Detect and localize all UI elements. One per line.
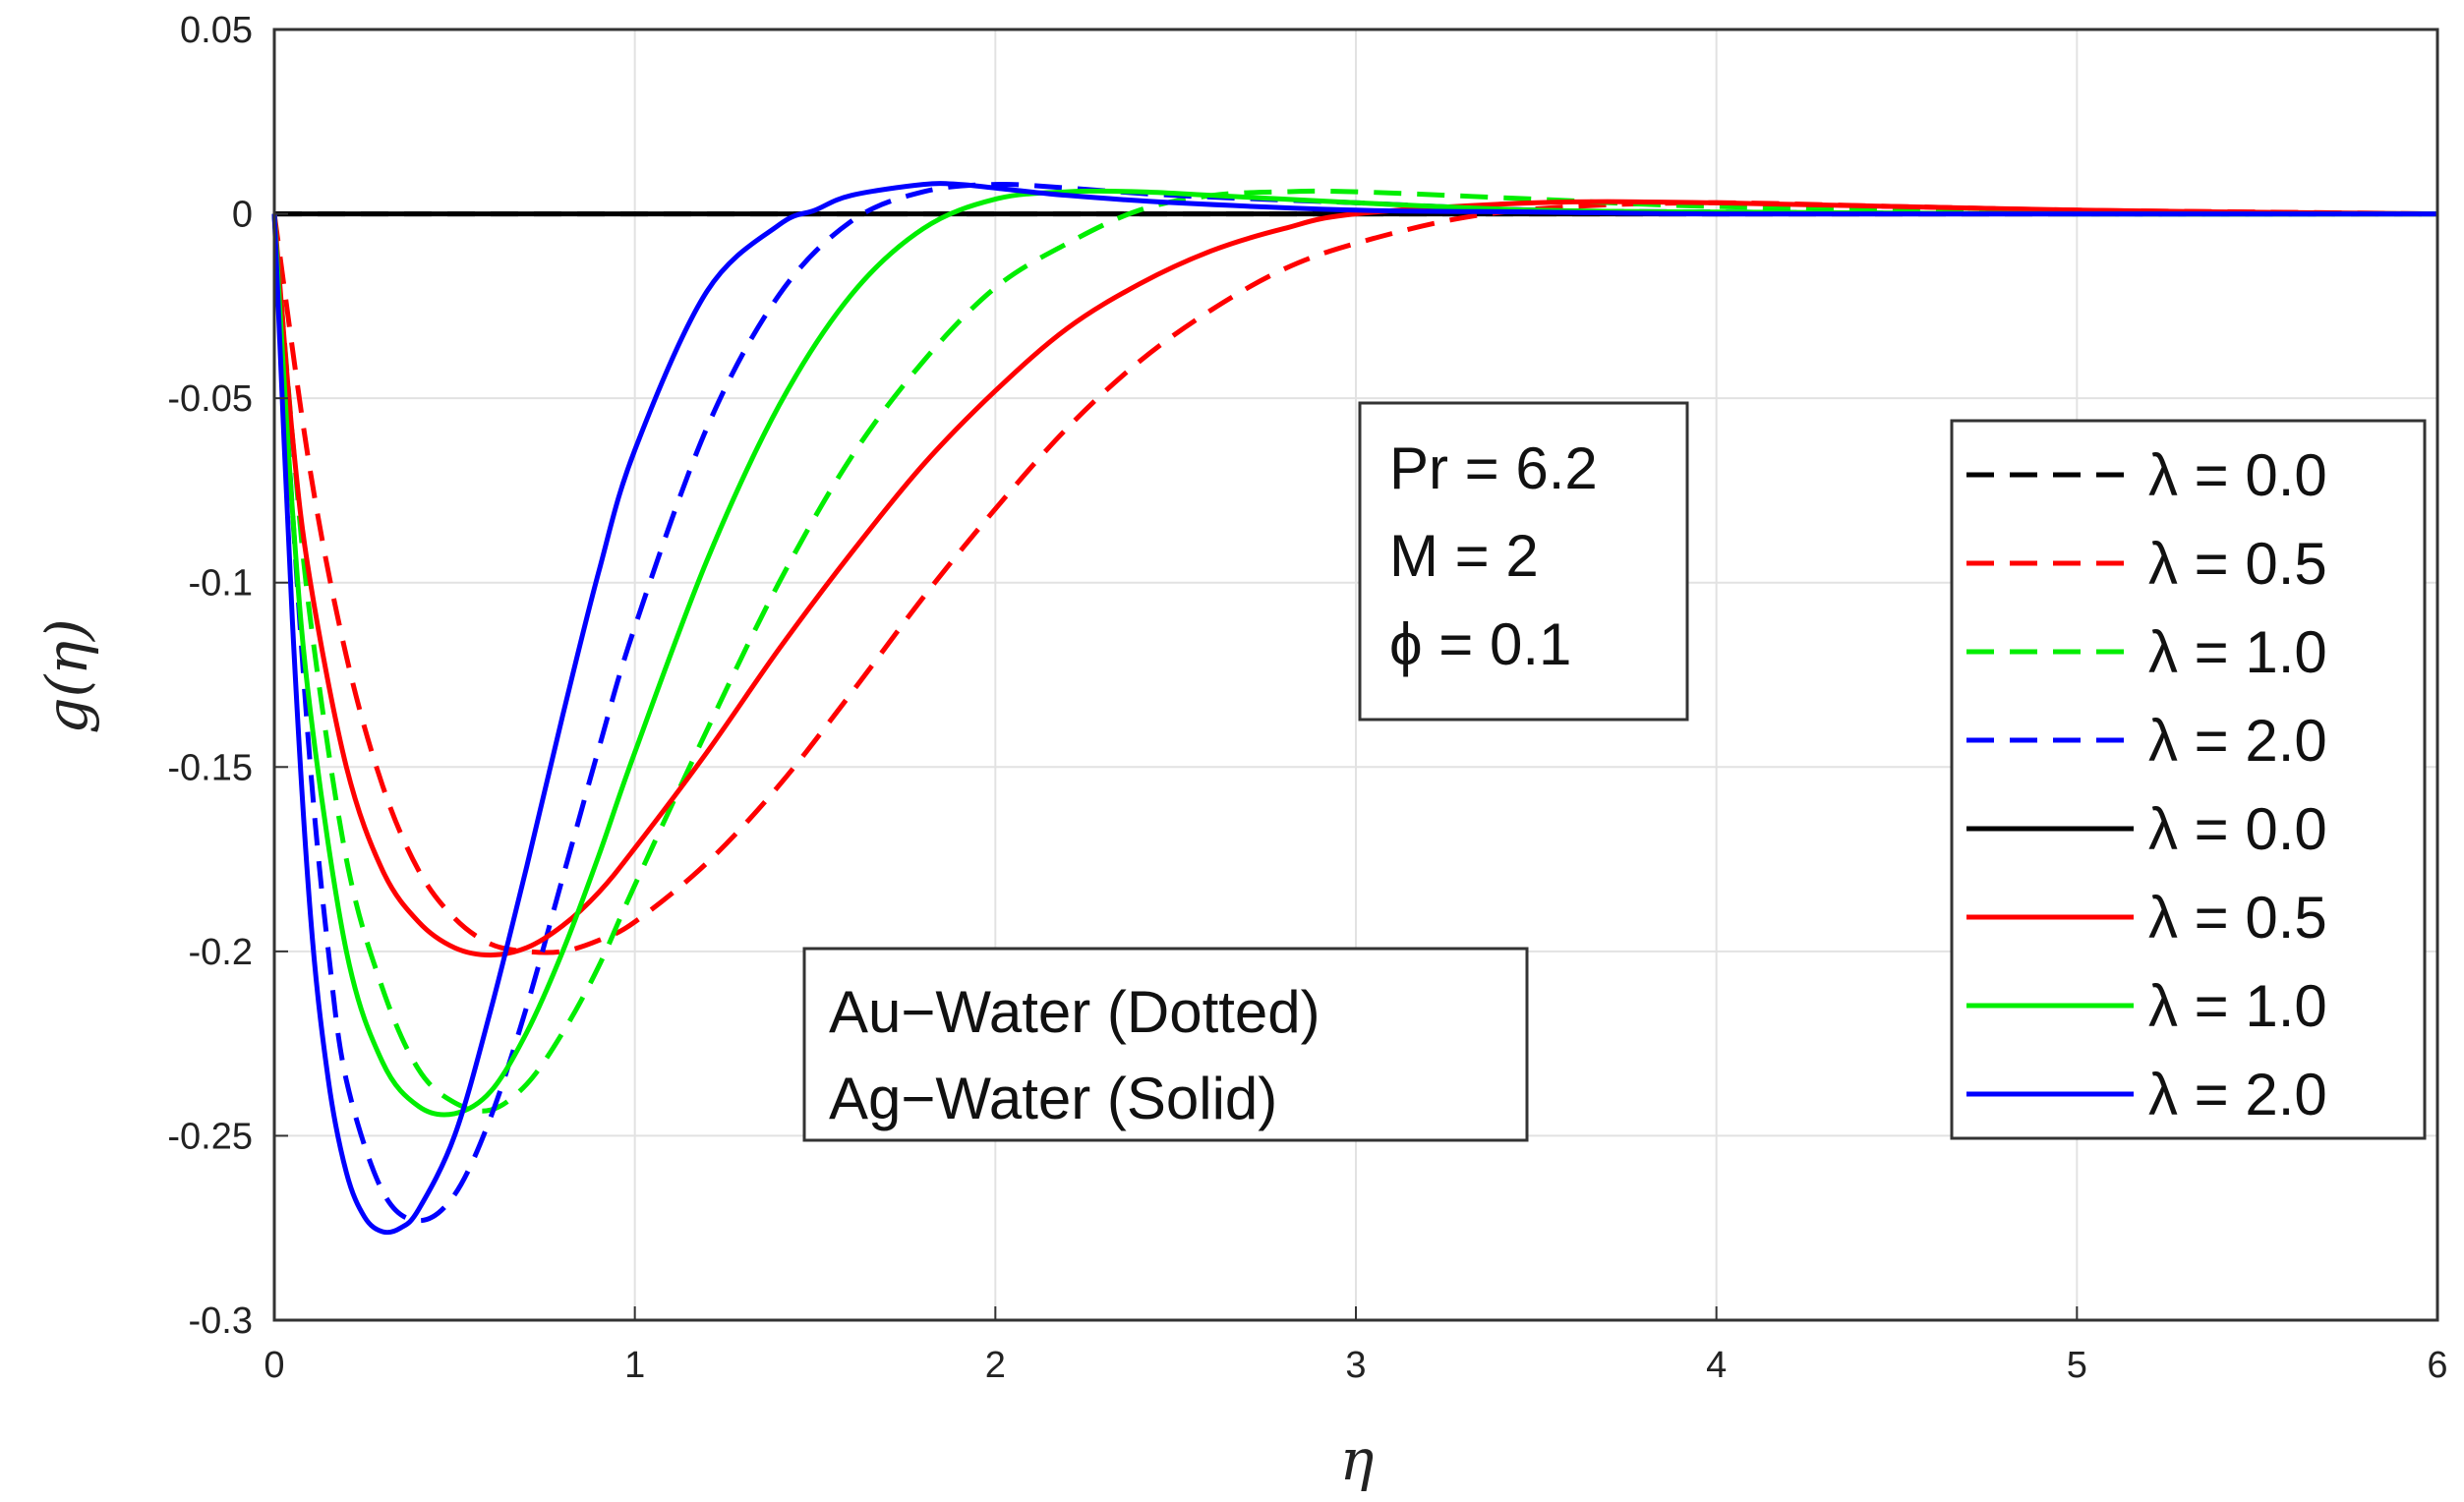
params-box-frame <box>1358 401 1689 722</box>
annotation-au-water: Au−Water (Dotted) <box>829 979 1320 1045</box>
series-line-ag-water <box>271 181 2437 1236</box>
y-tick-label: 0 <box>232 195 253 236</box>
series-layer <box>271 181 2438 1236</box>
legend-label: λ = 0.0 <box>2148 796 2327 862</box>
legend-label: λ = 1.0 <box>2148 973 2327 1039</box>
series-line-ag-water <box>271 199 2438 958</box>
annotation-box: Au−Water (Dotted) Ag−Water (Solid) <box>802 947 1529 1142</box>
y-tick-label: 0.05 <box>180 10 253 51</box>
legend-label: λ = 0.0 <box>2148 442 2327 508</box>
legend-label: λ = 2.0 <box>2148 1062 2327 1127</box>
x-tick-label: 1 <box>624 1345 645 1386</box>
y-tick-label: -0.25 <box>167 1116 253 1157</box>
y-tick-label: -0.05 <box>167 378 253 420</box>
x-tick-label: 0 <box>264 1345 284 1386</box>
annotation-ag-water: Ag−Water (Solid) <box>829 1066 1277 1131</box>
ticks: 0 1 2 3 4 5 6 0.05 0 -0.05 -0.1 -0.15 -0.2 -0.25 -0.3 <box>167 10 2447 1386</box>
x-axis-title: η <box>1340 1426 1375 1493</box>
y-tick-label: -0.2 <box>189 932 253 973</box>
legend-label: λ = 0.5 <box>2148 885 2327 951</box>
x-tick-label: 4 <box>1706 1345 1727 1386</box>
legend-label: λ = 0.5 <box>2148 531 2327 597</box>
y-axis-title: g(η) <box>33 618 100 733</box>
param-phi: ϕ = 0.1 <box>1389 611 1571 677</box>
param-pr: Pr = 6.2 <box>1389 435 1598 501</box>
legend-frame <box>1950 419 2427 1140</box>
legend-label: λ = 1.0 <box>2148 619 2327 685</box>
x-tick-label: 3 <box>1345 1345 1366 1386</box>
y-tick-label: -0.1 <box>189 563 253 605</box>
series-line-au-water <box>271 188 2438 1114</box>
y-tick-label: -0.15 <box>167 747 253 788</box>
annotation-box-frame <box>802 947 1529 1142</box>
x-tick-label: 6 <box>2427 1345 2447 1386</box>
param-m: M = 2 <box>1389 523 1539 589</box>
x-tick-label: 5 <box>2067 1345 2087 1386</box>
x-tick-label: 2 <box>985 1345 1006 1386</box>
legend: λ = 0.0 λ = 0.5 λ = 1.0 λ = 2.0 λ = 0.0 λ = 0… <box>1950 419 2427 1140</box>
legend-label: λ = 2.0 <box>2148 708 2327 774</box>
params-box: Pr = 6.2 M = 2 ϕ = 0.1 <box>1358 401 1689 722</box>
y-tick-label: -0.3 <box>189 1300 253 1342</box>
